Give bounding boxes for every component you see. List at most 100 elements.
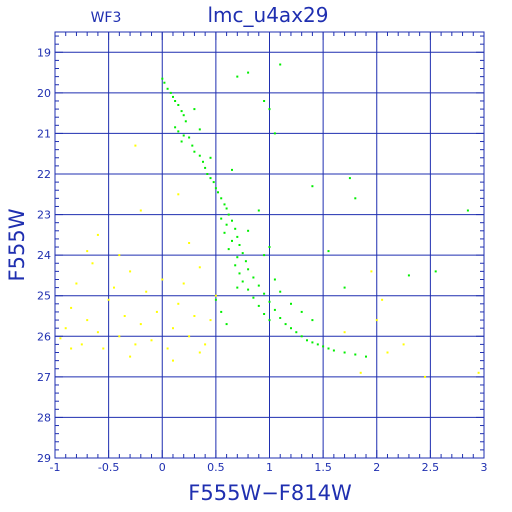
- data-point-green: [166, 87, 169, 90]
- data-point-green: [247, 71, 250, 74]
- data-point-green: [300, 310, 303, 313]
- data-point-green: [290, 302, 292, 305]
- y-tick-label: 24: [37, 249, 51, 262]
- data-points: [59, 63, 480, 378]
- data-point-green: [236, 75, 239, 78]
- y-tick-label: 20: [37, 87, 51, 100]
- data-point-green: [225, 223, 228, 226]
- data-point-yellow: [134, 343, 137, 346]
- data-point-yellow: [70, 306, 73, 309]
- data-point-green: [434, 270, 437, 273]
- chart-subtitle: WF3: [91, 10, 122, 26]
- chart-title: lmc_u4ax29: [208, 3, 329, 27]
- data-point-green: [212, 181, 215, 184]
- data-point-green: [273, 278, 276, 281]
- data-point-green: [169, 91, 172, 94]
- data-point-yellow: [64, 327, 67, 330]
- data-point-green: [311, 341, 314, 344]
- data-point-yellow: [193, 315, 196, 317]
- data-point-yellow: [86, 250, 89, 253]
- data-point-yellow: [172, 359, 174, 362]
- data-point-yellow: [70, 347, 73, 350]
- data-point-yellow: [381, 298, 384, 301]
- data-point-green: [247, 229, 250, 232]
- data-point-yellow: [118, 254, 121, 257]
- data-point-yellow: [375, 319, 378, 322]
- data-point-yellow: [59, 337, 62, 340]
- data-point-yellow: [343, 331, 346, 334]
- x-axis-label: F555W−F814W: [188, 481, 352, 505]
- data-point-green: [214, 187, 217, 190]
- x-tick-label: 2: [373, 461, 380, 474]
- data-point-green: [225, 207, 228, 210]
- data-point-green: [231, 219, 233, 222]
- data-point-yellow: [75, 282, 78, 285]
- data-point-green: [223, 203, 226, 206]
- data-point-yellow: [359, 371, 362, 374]
- data-point-green: [241, 280, 244, 283]
- data-point-yellow: [370, 270, 373, 273]
- data-point-green: [163, 81, 166, 84]
- data-point-green: [231, 168, 233, 171]
- data-point-yellow: [386, 351, 389, 354]
- data-point-yellow: [134, 144, 137, 147]
- y-tick-label: 22: [37, 168, 51, 181]
- y-tick-label: 21: [37, 127, 51, 140]
- data-point-green: [252, 276, 255, 279]
- data-point-green: [193, 108, 196, 111]
- data-point-green: [204, 166, 207, 169]
- data-point-green: [268, 108, 271, 111]
- x-tick-label: 3: [481, 461, 488, 474]
- data-point-green: [348, 177, 351, 180]
- data-point-yellow: [214, 294, 217, 297]
- data-point-green: [236, 235, 239, 238]
- data-point-green: [236, 286, 239, 289]
- data-point-green: [177, 130, 180, 133]
- data-point-green: [284, 323, 287, 326]
- data-point-green: [263, 254, 266, 257]
- x-tick-label: 1: [266, 461, 273, 474]
- data-point-green: [217, 191, 219, 194]
- x-tick-label: 1.5: [314, 461, 332, 474]
- data-point-green: [290, 327, 292, 330]
- y-tick-label: 26: [37, 330, 51, 343]
- data-point-green: [220, 310, 223, 313]
- x-tick-label: -0.5: [98, 461, 119, 474]
- y-tick-label: 19: [37, 46, 51, 59]
- y-tick-label: 25: [37, 290, 51, 303]
- data-point-green: [273, 308, 276, 311]
- data-point-green: [223, 231, 226, 234]
- data-point-green: [244, 260, 247, 263]
- data-point-yellow: [129, 355, 132, 358]
- data-point-green: [365, 355, 367, 358]
- y-tick-labels: 19 20 21 22 23 24 25 26 27 28 29: [37, 46, 51, 465]
- data-point-yellow: [129, 270, 132, 273]
- data-point-green: [300, 335, 303, 338]
- data-point-green: [191, 144, 194, 147]
- data-point-green: [180, 140, 183, 143]
- data-point-yellow: [80, 343, 83, 346]
- data-point-green: [257, 284, 260, 287]
- data-point-green: [206, 173, 209, 175]
- data-point-yellow: [91, 262, 94, 265]
- data-point-yellow: [188, 335, 191, 338]
- y-axis-label: F555W: [5, 208, 29, 281]
- data-point-yellow: [182, 282, 185, 285]
- data-point-green: [268, 246, 271, 248]
- data-point-green: [257, 209, 260, 212]
- data-point-green: [466, 209, 469, 212]
- x-tick-label: -1: [50, 461, 61, 474]
- data-point-yellow: [177, 302, 180, 305]
- data-point-green: [220, 197, 223, 200]
- data-point-green: [257, 304, 260, 307]
- data-point-green: [295, 331, 298, 334]
- data-point-green: [174, 126, 177, 129]
- data-point-yellow: [96, 233, 99, 236]
- data-point-green: [177, 104, 180, 106]
- data-point-green: [241, 252, 244, 255]
- y-tick-label: 29: [37, 452, 51, 465]
- data-point-green: [343, 286, 346, 289]
- data-point-green: [332, 349, 335, 352]
- data-point-green: [198, 128, 201, 131]
